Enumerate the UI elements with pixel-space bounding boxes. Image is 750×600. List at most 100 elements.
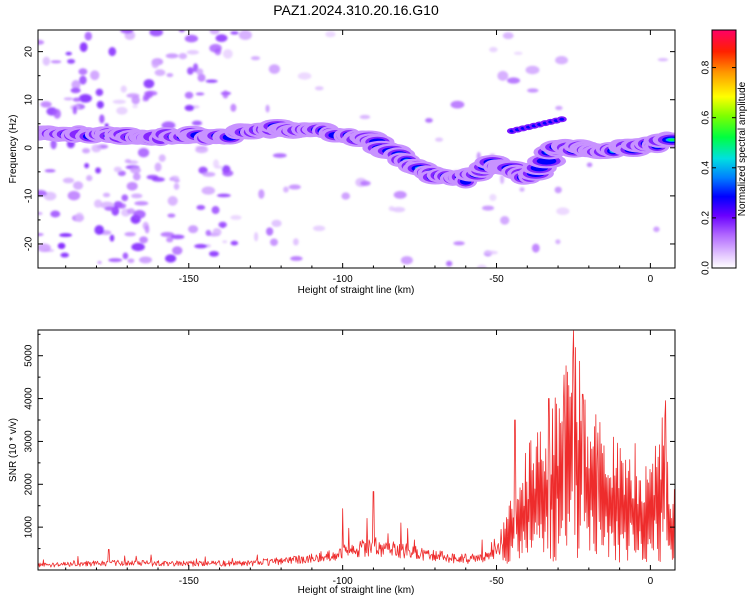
noise-blob [67,58,76,64]
noise-blob [425,118,433,123]
noise-blob [283,186,289,193]
colorbar-gradient [711,29,737,269]
noise-blob [167,213,176,218]
noise-blob [84,163,90,169]
ridge-blob [559,117,565,121]
noise-blob [173,183,180,190]
noise-blob [122,252,129,260]
noise-blob [489,193,497,202]
x-tick-label: -50 [489,576,504,587]
noise-blob [212,228,222,237]
noise-blob [82,147,91,154]
noise-blob [197,73,206,82]
noise-blob [144,225,150,234]
noise-blob [215,165,224,169]
noise-blob [178,30,185,33]
noise-blob [97,260,102,265]
noise-blob [132,172,141,181]
noise-blob [502,32,514,40]
noise-blob [70,87,81,94]
noise-blob [67,190,81,201]
noise-blob [555,56,568,65]
noise-blob [209,250,219,257]
noise-blob [186,50,200,55]
noise-blob [196,68,204,76]
colorbar-tick-label: 0.4 [701,160,712,174]
colorbar-tick-label: 0.0 [701,261,712,275]
noise-blob [59,233,72,238]
noise-blob [270,238,278,246]
noise-blob [525,65,540,75]
noise-blob [126,181,138,191]
noise-blob [62,177,75,184]
noise-blob [211,206,220,215]
snr-x-label: Height of straight line (km) [298,585,415,596]
noise-blob [222,90,229,99]
noise-blob [531,243,540,253]
snr-y-label: SNR (10 * v/v) [8,418,19,482]
y-tick-label: 4000 [24,387,35,410]
noise-blob [513,51,523,56]
noise-blob [42,56,51,66]
noise-blob [50,139,57,150]
noise-blob [109,234,115,242]
snr-y-ticks: 1000 2000 3000 4000 5000 [24,333,675,550]
noise-blob [288,184,301,190]
noise-blob [72,97,82,102]
noise-blob [166,237,174,243]
noise-blob [205,79,218,83]
noise-blob [102,192,111,198]
noise-blob [126,208,136,215]
noise-blob [555,239,561,245]
spectrogram-frame [37,29,676,269]
noise-blob [108,258,123,263]
noise-blob [143,94,150,101]
noise-blob [124,159,132,164]
noise-blob [166,73,174,78]
noise-blob [325,31,336,38]
x-tick-label: -100 [333,274,353,285]
y-tick-label: 1000 [24,516,35,539]
y-tick-label: -20 [24,236,35,251]
y-tick-label: 5000 [24,344,35,367]
noise-blob [476,264,487,268]
noise-blob [184,91,194,99]
noise-blob [139,236,148,244]
noise-blob [293,238,299,246]
snr-plot-area [38,330,675,568]
noise-blob [172,246,183,255]
noise-blob [91,144,102,153]
noise-blob [222,240,228,244]
noise-blob [108,47,117,57]
x-tick-label: 0 [648,576,654,587]
noise-blob [50,60,62,64]
noise-blob [137,147,150,158]
noise-blob [506,77,521,84]
noise-blob [73,181,84,190]
noise-blob [196,204,206,210]
noise-blob [556,207,570,215]
noise-blob [497,70,509,81]
noise-blob [500,216,510,225]
noise-blob [94,225,105,235]
noise-blob [195,145,208,149]
noise-blob [586,162,593,168]
x-tick-label: 0 [648,274,654,285]
ridge-blob [667,138,675,141]
noise-blob [230,103,237,112]
noise-blob [134,201,149,206]
noise-blob [184,104,195,112]
colorbar-tick-label: 0.8 [701,60,712,74]
colorbar-tick-label: 0.2 [701,211,712,225]
noise-blob [268,64,280,74]
noise-blob [555,105,563,111]
noise-blob [250,56,261,61]
noise-blob [205,229,212,237]
noise-blob [96,100,104,109]
noise-blob [435,137,444,142]
noise-blob [201,186,216,195]
noise-blob [216,193,231,198]
noise-blob [191,120,203,126]
